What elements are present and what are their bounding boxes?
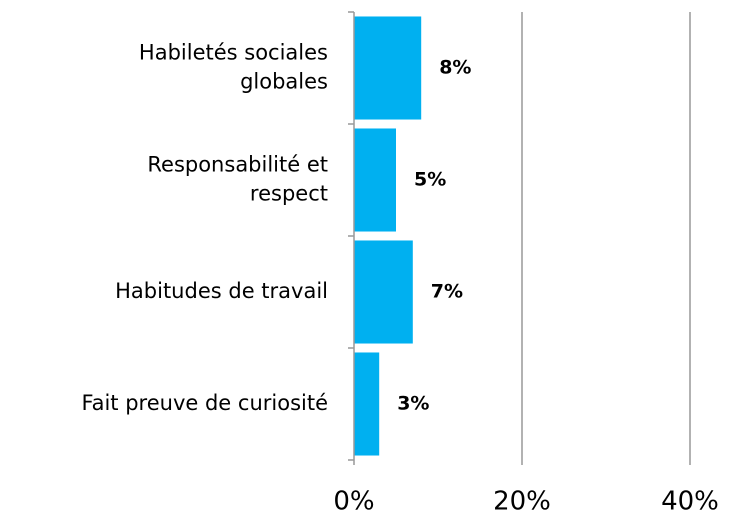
value-label: 5% bbox=[414, 169, 446, 191]
category-label: Habitudes de travail bbox=[115, 279, 328, 303]
x-tick-label: 40% bbox=[661, 487, 719, 517]
category-label: Responsabilité et respect bbox=[147, 153, 328, 206]
x-tick-label: 0% bbox=[333, 487, 374, 517]
value-label: 3% bbox=[397, 393, 429, 415]
bar bbox=[354, 352, 380, 456]
bar bbox=[354, 240, 413, 344]
value-label: 7% bbox=[431, 281, 463, 303]
x-tick-label: 20% bbox=[493, 487, 551, 517]
category-label: Fait preuve de curiosité bbox=[81, 391, 328, 415]
category-label: Habiletés sociales globales bbox=[139, 41, 328, 94]
bar bbox=[354, 128, 396, 232]
value-label: 8% bbox=[439, 57, 471, 79]
bar bbox=[354, 16, 422, 120]
